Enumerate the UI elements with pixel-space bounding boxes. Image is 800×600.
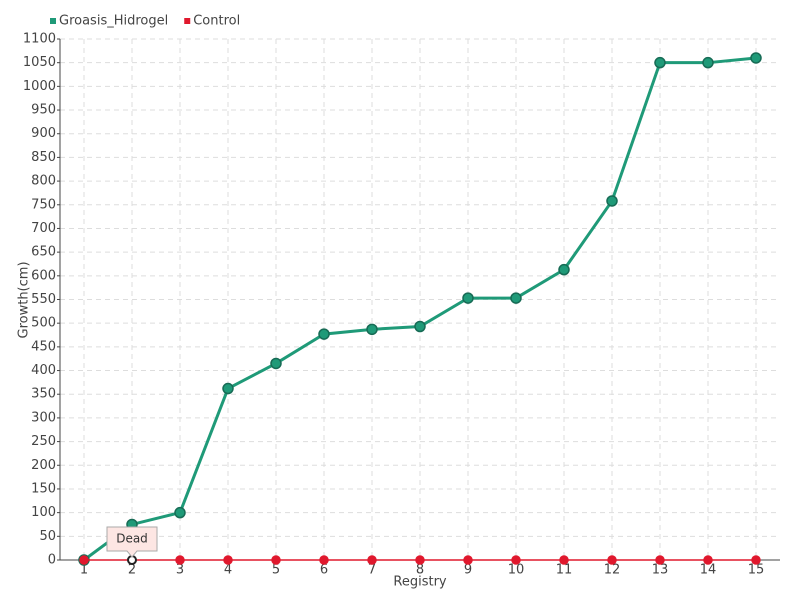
y-tick-label: 500	[31, 316, 56, 331]
y-tick-label: 850	[31, 150, 56, 165]
x-tick-label: 6	[320, 563, 328, 578]
data-point	[414, 320, 426, 333]
data-point	[655, 555, 665, 565]
y-tick-label: 800	[31, 174, 56, 189]
y-tick-label: 1000	[23, 79, 56, 94]
y-tick-label: 750	[31, 197, 56, 212]
y-tick-label: 550	[31, 292, 56, 307]
legend-label: Groasis_Hidrogel	[59, 14, 168, 29]
y-tick-label: 600	[31, 268, 56, 283]
annotation-box	[106, 526, 158, 558]
data-point	[559, 555, 569, 565]
y-tick-label: 350	[31, 387, 56, 402]
data-point	[415, 555, 425, 565]
y-tick-label: 650	[31, 245, 56, 260]
data-point	[606, 195, 618, 207]
data-point	[174, 506, 186, 519]
data-point	[366, 323, 378, 336]
x-tick-label: 1	[80, 563, 88, 578]
data-point	[510, 292, 522, 304]
data-point	[319, 555, 329, 565]
y-tick-label: 150	[31, 481, 56, 496]
y-tick-label: 200	[31, 458, 56, 473]
data-point	[271, 555, 281, 565]
data-point	[558, 263, 570, 276]
x-tick-label: 10	[508, 563, 525, 578]
data-point	[222, 382, 234, 395]
data-point	[607, 555, 617, 565]
data-point	[702, 56, 714, 69]
annotation: Dead	[106, 526, 158, 558]
y-tick-label: 1050	[23, 55, 56, 70]
data-point	[367, 555, 377, 565]
x-tick-label: 12	[604, 563, 621, 578]
x-tick-label: 9	[464, 563, 472, 578]
x-tick-label: 8	[416, 563, 424, 578]
data-point	[463, 555, 473, 565]
y-tick-label: 100	[31, 505, 56, 520]
data-point	[751, 555, 761, 565]
data-point	[79, 555, 89, 565]
x-tick-label: 3	[176, 563, 184, 578]
y-tick-label: 950	[31, 103, 56, 118]
data-point	[703, 555, 713, 565]
x-tick-label: 15	[748, 563, 765, 578]
data-point	[511, 555, 521, 565]
x-tick-label: 2	[128, 563, 136, 578]
data-point	[318, 328, 330, 340]
x-tick-label: 13	[652, 563, 669, 578]
data-point	[654, 56, 666, 69]
legend-label: Control	[193, 14, 240, 29]
legend-swatch	[184, 18, 191, 24]
x-tick-label: 14	[700, 563, 717, 578]
data-point	[270, 357, 282, 370]
y-tick-label: 0	[48, 553, 56, 568]
x-tick-label: 5	[272, 563, 280, 578]
x-tick-label: 4	[224, 563, 232, 578]
y-tick-label: 700	[31, 221, 56, 236]
y-tick-label: 1100	[23, 32, 56, 47]
data-point	[223, 555, 233, 565]
x-tick-label: 7	[368, 563, 376, 578]
y-axis-label: Growth(cm)	[17, 261, 32, 338]
legend-swatch	[50, 18, 56, 24]
y-tick-label: 250	[31, 434, 56, 449]
y-tick-label: 900	[31, 126, 56, 141]
y-tick-label: 450	[31, 339, 56, 354]
y-tick-label: 400	[31, 363, 56, 378]
y-tick-label: 300	[31, 410, 56, 425]
data-point	[175, 555, 185, 565]
x-tick-label: 11	[556, 563, 573, 578]
data-point	[750, 52, 762, 64]
x-axis-label: Registry	[393, 575, 447, 590]
y-tick-label: 50	[39, 529, 56, 544]
annotation-text: Dead	[116, 532, 148, 546]
data-point	[462, 292, 474, 304]
